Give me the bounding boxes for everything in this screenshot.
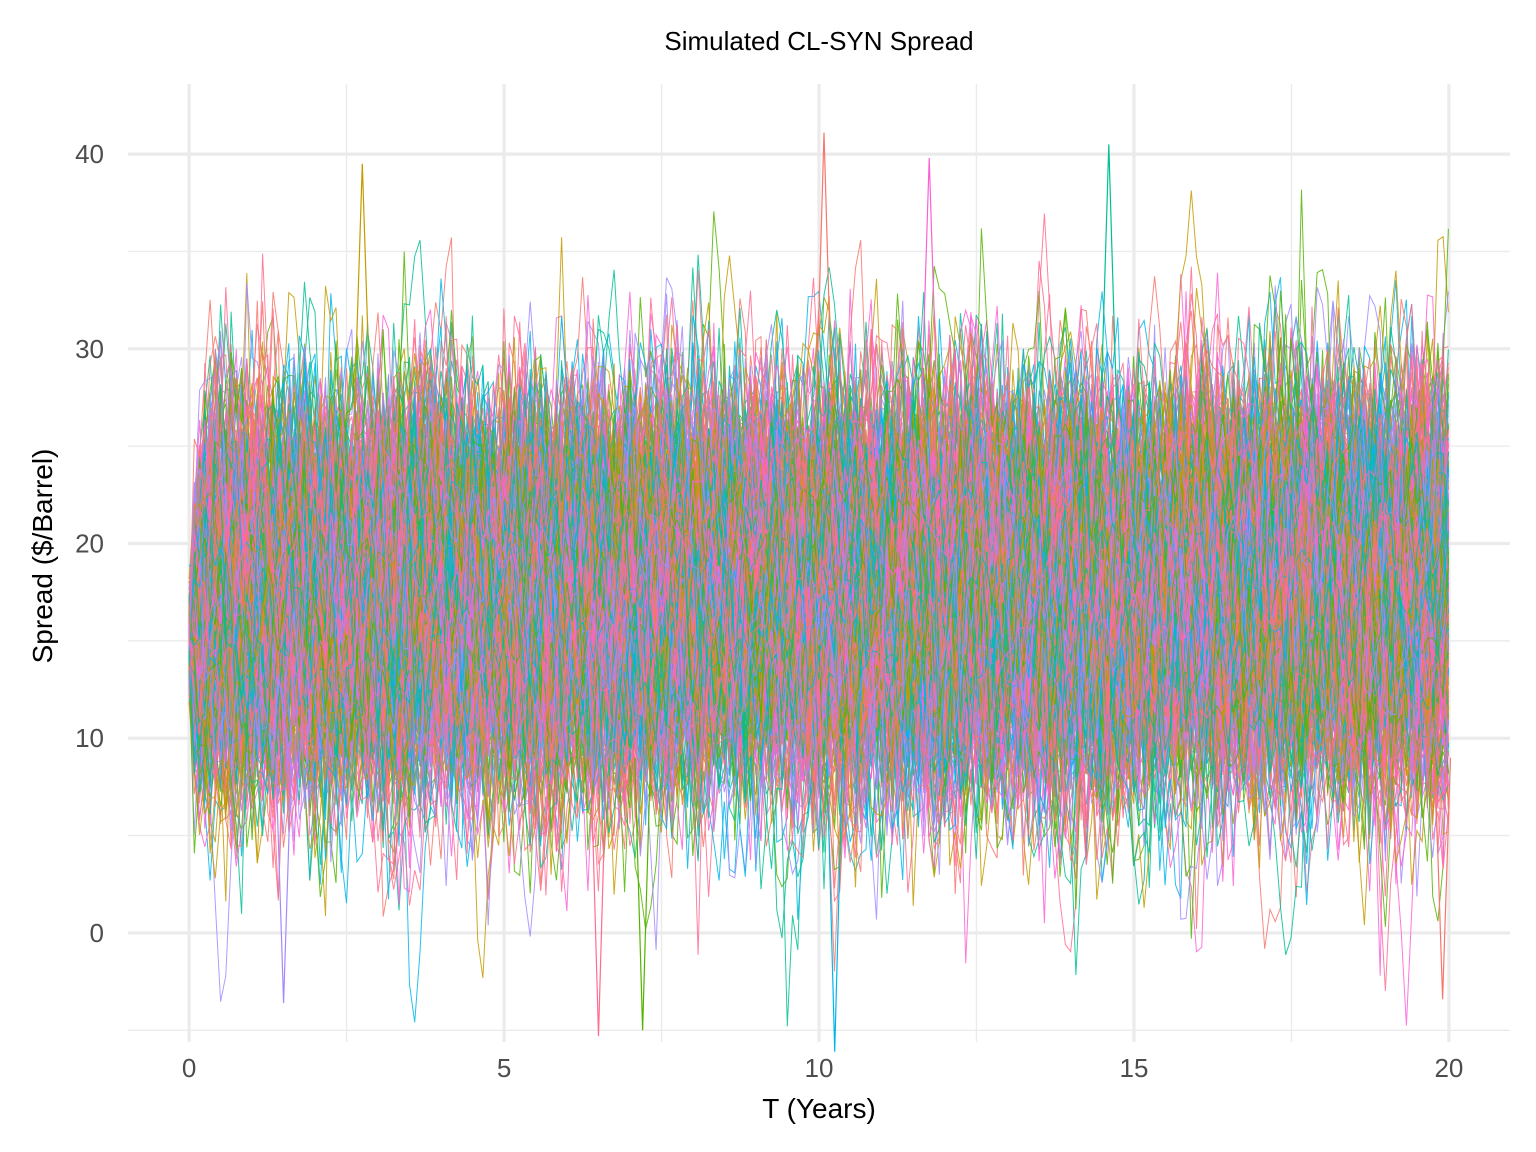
x-tick-label: 20 <box>1434 1053 1463 1083</box>
series-extreme <box>1100 144 1118 408</box>
y-axis-title: Spread ($/Barrel) <box>27 449 58 664</box>
x-tick-label: 15 <box>1119 1053 1148 1083</box>
series-extreme <box>1434 757 1452 1000</box>
series-path <box>188 370 1449 819</box>
series-path <box>188 346 1449 773</box>
series-path <box>188 335 1449 864</box>
series-path <box>188 327 1449 914</box>
series-extreme <box>275 757 293 1004</box>
y-tick-label: 40 <box>75 139 104 169</box>
series-path <box>188 276 1449 880</box>
series-extreme <box>590 757 607 1037</box>
x-axis-title: T (Years) <box>762 1093 876 1124</box>
axis-layer: Simulated CL-SYN Spread T (Years) Spread… <box>27 26 1463 1124</box>
y-tick-label: 30 <box>75 334 104 364</box>
series-extreme <box>826 757 844 1052</box>
series-path <box>188 287 1449 955</box>
y-tick-label: 0 <box>90 918 104 948</box>
series-path <box>188 317 1449 792</box>
series-extreme <box>815 132 833 408</box>
y-tick-label: 20 <box>75 529 104 559</box>
series-path <box>188 399 1449 847</box>
y-tick-label: 10 <box>75 723 104 753</box>
series-extreme <box>920 157 938 408</box>
series-extreme <box>353 163 371 408</box>
chart-title: Simulated CL-SYN Spread <box>664 26 973 56</box>
series-layer <box>188 132 1452 1052</box>
series-extreme <box>634 757 652 1031</box>
x-tick-label: 10 <box>805 1053 834 1083</box>
series-path <box>188 319 1449 767</box>
series-path <box>188 299 1449 826</box>
series-path <box>188 391 1449 822</box>
series-path <box>188 397 1449 900</box>
x-tick-label: 0 <box>182 1053 196 1083</box>
x-tick-label: 5 <box>497 1053 511 1083</box>
series-path <box>188 348 1449 844</box>
